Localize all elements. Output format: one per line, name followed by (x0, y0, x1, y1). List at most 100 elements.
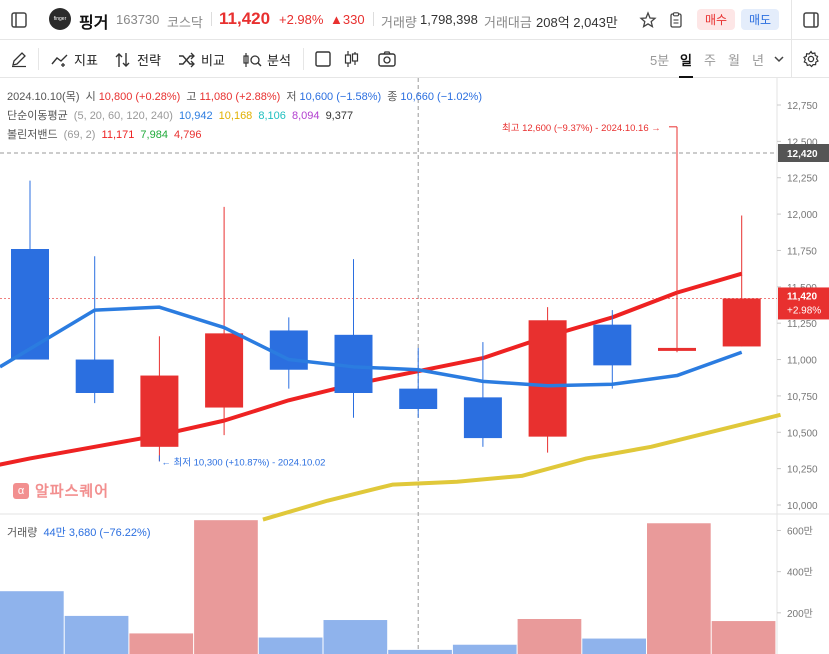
bb-value-mid: 7,984 (140, 129, 168, 141)
close-value: 10,660 (−1.02%) (400, 91, 482, 103)
pencil-icon[interactable] (9, 49, 29, 69)
period-week[interactable]: 주 (704, 53, 716, 68)
bollinger-lower-line (262, 412, 782, 522)
y-tick-label: 12,750 (787, 101, 818, 112)
volume-bar (0, 591, 64, 654)
volume-bar (711, 621, 776, 654)
volume-value: 1,798,398 (420, 12, 478, 27)
ma-value-240: 9,377 (325, 110, 354, 122)
buy-button[interactable]: 매수 (697, 9, 735, 30)
candle-body (528, 320, 567, 437)
last-price-tag-pct: +2.98% (787, 305, 821, 316)
high-value: 11,080 (+2.88%) (199, 91, 281, 103)
sell-button[interactable]: 매도 (741, 9, 779, 30)
clipboard-icon[interactable] (666, 10, 686, 30)
ma-value-120: 8,094 (291, 110, 320, 122)
bb-value-lower: 4,796 (174, 129, 202, 141)
compare-button[interactable]: 비교 (178, 50, 225, 69)
price-chart[interactable]: 12,75012,50012,25012,00011,75011,50011,2… (0, 78, 829, 654)
analysis-button[interactable]: 분석 (242, 50, 291, 69)
divider (303, 48, 304, 70)
candle-body (269, 330, 308, 370)
strategy-button[interactable]: 전략 (114, 50, 161, 69)
volume-bar (582, 638, 646, 654)
current-price-tag (778, 144, 829, 162)
y-tick-label: 12,250 (787, 174, 818, 185)
indicator-icon (51, 54, 68, 67)
star-icon[interactable] (638, 10, 658, 30)
volume-tick-label: 200만 (787, 608, 813, 620)
shuffle-icon (179, 52, 195, 67)
current-price: 11,420 (219, 9, 271, 28)
y-tick-label: 11,250 (787, 319, 817, 330)
volume-bar (517, 619, 582, 654)
company-logo: finger (49, 8, 71, 30)
last-price-tag-label: 11,420 (787, 291, 817, 302)
last-price-tag (778, 287, 829, 320)
alphasquare-logo-icon: α (13, 482, 29, 499)
y-tick-label: 11,000 (787, 356, 817, 367)
current-price-tag-label: 12,420 (787, 149, 818, 160)
stock-header: finger 핑거 163730 코스닥 11,420 +2.98% ▲330 … (0, 0, 829, 40)
low-label: 저 (286, 91, 297, 103)
change-amount: ▲330 (330, 12, 365, 27)
alphasquare-watermark: α 알파스퀘어 (13, 480, 109, 501)
candle-body (463, 397, 502, 439)
volume-tick-label: 400만 (787, 567, 813, 579)
y-tick-label: 10,750 (787, 392, 818, 403)
active-period-underline (679, 76, 693, 78)
candle-body (658, 347, 696, 351)
volume-bar (323, 620, 388, 654)
bb-label: 볼린저밴드 (7, 129, 58, 141)
settings-gear-icon[interactable] (801, 49, 821, 69)
candle-body (593, 324, 632, 366)
period-year[interactable]: 년 (752, 53, 764, 68)
ma-params: (5, 20, 60, 120, 240) (73, 110, 173, 122)
y-tick-label: 10,000 (787, 501, 818, 512)
volume-bar (129, 633, 194, 654)
camera-icon[interactable] (377, 49, 397, 69)
indicator-button[interactable]: 지표 (51, 50, 98, 69)
period-5min[interactable]: 5분 (650, 53, 670, 68)
watermark-text: 알파스퀘어 (35, 483, 110, 500)
square-icon[interactable] (313, 49, 333, 69)
bb-value-upper: 11,171 (101, 129, 135, 141)
low-value: 10,600 (−1.58%) (299, 91, 382, 103)
divider (791, 40, 792, 78)
divider (791, 0, 792, 40)
candle-body (399, 388, 438, 409)
panel-toggle-icon[interactable] (801, 10, 821, 30)
compare-label: 비교 (201, 53, 225, 68)
ma-label: 단순이동평균 (7, 110, 68, 122)
ma-value-20: 10,168 (218, 110, 253, 122)
candle-body (140, 375, 179, 447)
ma-info: 단순이동평균 (5, 20, 60, 120, 240) 10,942 10,1… (7, 107, 356, 123)
volume-bar (64, 615, 129, 654)
change-percent: +2.98% (279, 12, 324, 27)
volume-info-label: 거래량 (7, 527, 38, 539)
candle-type-icon[interactable] (341, 49, 361, 69)
back-icon[interactable] (9, 10, 29, 30)
bb-params: (69, 2) (63, 129, 96, 141)
market-label: 코스닥 (167, 15, 203, 30)
indicator-label: 지표 (74, 53, 98, 68)
open-label: 시 (85, 91, 96, 103)
volume-bar (194, 520, 258, 654)
bb-info: 볼린저밴드 (69, 2) 11,171 7,984 4,796 (7, 126, 205, 142)
analysis-icon (243, 52, 262, 67)
analysis-label: 분석 (267, 53, 291, 68)
high-annotation: 최고 12,600 (−9.37%) - 2024.10.16 → (502, 123, 661, 134)
chevron-down-icon[interactable] (771, 51, 787, 67)
period-day[interactable]: 일 (680, 53, 692, 68)
open-value: 10,800 (+0.28%) (98, 91, 181, 103)
close-label: 종 (387, 91, 398, 103)
volume-tick-label: 600만 (787, 525, 813, 537)
high-label: 고 (186, 91, 197, 103)
candle-body (722, 298, 761, 347)
chart-area[interactable]: 12,75012,50012,25012,00011,75011,50011,2… (0, 78, 829, 654)
volume-bar (452, 644, 517, 654)
divider (373, 12, 374, 26)
y-tick-label: 10,500 (787, 428, 818, 439)
chart-toolbar: 지표 전략 비교 분석 5분 일 주 월 년 (0, 40, 829, 78)
period-month[interactable]: 월 (728, 53, 740, 68)
